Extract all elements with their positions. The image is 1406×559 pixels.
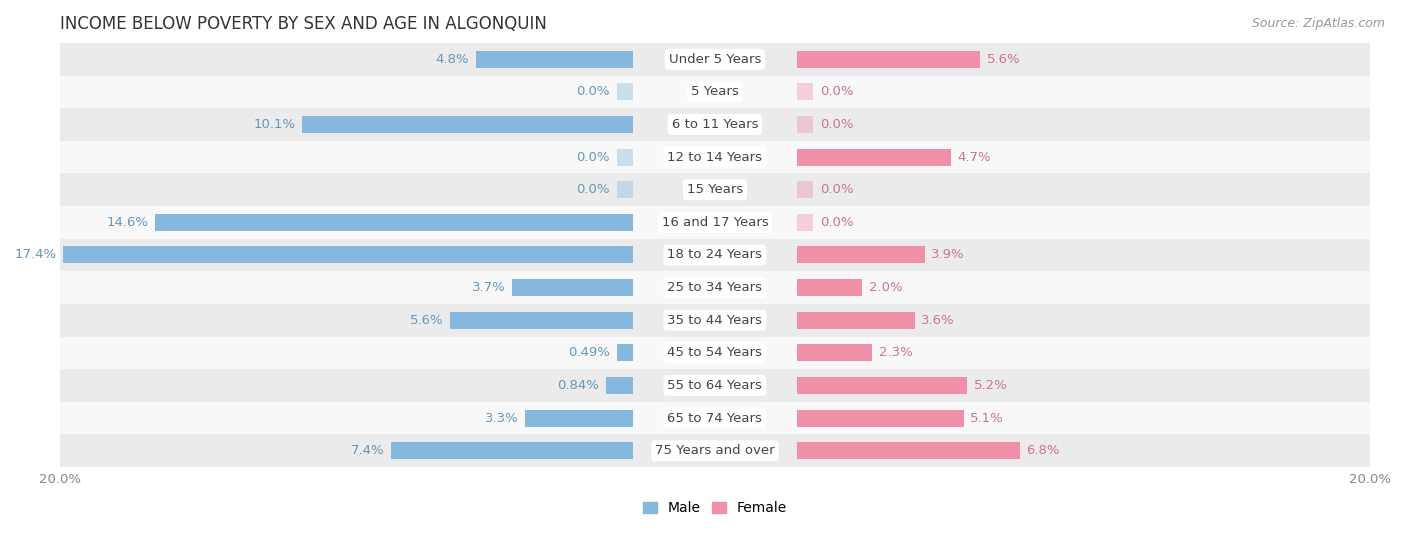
- Text: 0.0%: 0.0%: [576, 150, 610, 164]
- Bar: [63, 247, 633, 263]
- Text: 0.84%: 0.84%: [557, 379, 599, 392]
- Text: 6.8%: 6.8%: [1026, 444, 1060, 457]
- Bar: [617, 344, 633, 361]
- Text: 0.0%: 0.0%: [576, 86, 610, 98]
- Bar: [797, 247, 925, 263]
- Bar: [60, 337, 1369, 369]
- Bar: [617, 149, 633, 165]
- Bar: [60, 173, 1369, 206]
- Text: 16 and 17 Years: 16 and 17 Years: [662, 216, 768, 229]
- Bar: [797, 344, 872, 361]
- Bar: [475, 51, 633, 68]
- Text: 5.2%: 5.2%: [974, 379, 1008, 392]
- Text: 25 to 34 Years: 25 to 34 Years: [668, 281, 762, 294]
- Bar: [797, 410, 965, 427]
- Text: 5 Years: 5 Years: [692, 86, 738, 98]
- Text: 7.4%: 7.4%: [350, 444, 384, 457]
- Text: 6 to 11 Years: 6 to 11 Years: [672, 118, 758, 131]
- Bar: [606, 377, 633, 394]
- Bar: [797, 377, 967, 394]
- Text: 2.3%: 2.3%: [879, 347, 912, 359]
- Bar: [450, 312, 633, 329]
- Text: 2.0%: 2.0%: [869, 281, 903, 294]
- Text: 0.0%: 0.0%: [820, 216, 853, 229]
- Bar: [617, 83, 633, 100]
- Bar: [60, 141, 1369, 173]
- Legend: Male, Female: Male, Female: [643, 501, 787, 515]
- Text: 5.6%: 5.6%: [987, 53, 1021, 66]
- Text: 55 to 64 Years: 55 to 64 Years: [668, 379, 762, 392]
- Bar: [155, 214, 633, 231]
- Bar: [60, 43, 1369, 75]
- Text: 0.0%: 0.0%: [576, 183, 610, 196]
- Bar: [60, 75, 1369, 108]
- Text: Source: ZipAtlas.com: Source: ZipAtlas.com: [1251, 17, 1385, 30]
- Bar: [60, 434, 1369, 467]
- Text: 35 to 44 Years: 35 to 44 Years: [668, 314, 762, 326]
- Bar: [797, 83, 813, 100]
- Bar: [797, 442, 1019, 459]
- Bar: [60, 304, 1369, 337]
- Text: 0.0%: 0.0%: [820, 118, 853, 131]
- Text: 3.9%: 3.9%: [931, 248, 965, 262]
- Bar: [512, 279, 633, 296]
- Text: 14.6%: 14.6%: [107, 216, 148, 229]
- Text: 4.7%: 4.7%: [957, 150, 991, 164]
- Text: Under 5 Years: Under 5 Years: [669, 53, 761, 66]
- Text: 3.7%: 3.7%: [471, 281, 505, 294]
- Bar: [617, 181, 633, 198]
- Text: 5.6%: 5.6%: [409, 314, 443, 326]
- Bar: [391, 442, 633, 459]
- Bar: [302, 116, 633, 133]
- Text: 0.0%: 0.0%: [820, 86, 853, 98]
- Bar: [60, 271, 1369, 304]
- Text: 15 Years: 15 Years: [686, 183, 742, 196]
- Bar: [60, 239, 1369, 271]
- Text: 45 to 54 Years: 45 to 54 Years: [668, 347, 762, 359]
- Bar: [797, 312, 915, 329]
- Bar: [797, 116, 813, 133]
- Text: INCOME BELOW POVERTY BY SEX AND AGE IN ALGONQUIN: INCOME BELOW POVERTY BY SEX AND AGE IN A…: [60, 15, 547, 33]
- Text: 0.49%: 0.49%: [568, 347, 610, 359]
- Bar: [797, 51, 980, 68]
- Bar: [797, 279, 862, 296]
- Text: 10.1%: 10.1%: [253, 118, 295, 131]
- Text: 3.6%: 3.6%: [921, 314, 955, 326]
- Text: 0.0%: 0.0%: [820, 183, 853, 196]
- Text: 17.4%: 17.4%: [14, 248, 56, 262]
- Bar: [797, 149, 950, 165]
- Text: 12 to 14 Years: 12 to 14 Years: [668, 150, 762, 164]
- Bar: [60, 369, 1369, 402]
- Bar: [524, 410, 633, 427]
- Bar: [60, 108, 1369, 141]
- Bar: [797, 214, 813, 231]
- Text: 75 Years and over: 75 Years and over: [655, 444, 775, 457]
- Text: 18 to 24 Years: 18 to 24 Years: [668, 248, 762, 262]
- Bar: [797, 181, 813, 198]
- Text: 65 to 74 Years: 65 to 74 Years: [668, 411, 762, 425]
- Text: 5.1%: 5.1%: [970, 411, 1004, 425]
- Bar: [60, 402, 1369, 434]
- Text: 3.3%: 3.3%: [485, 411, 519, 425]
- Bar: [60, 206, 1369, 239]
- Text: 4.8%: 4.8%: [436, 53, 470, 66]
